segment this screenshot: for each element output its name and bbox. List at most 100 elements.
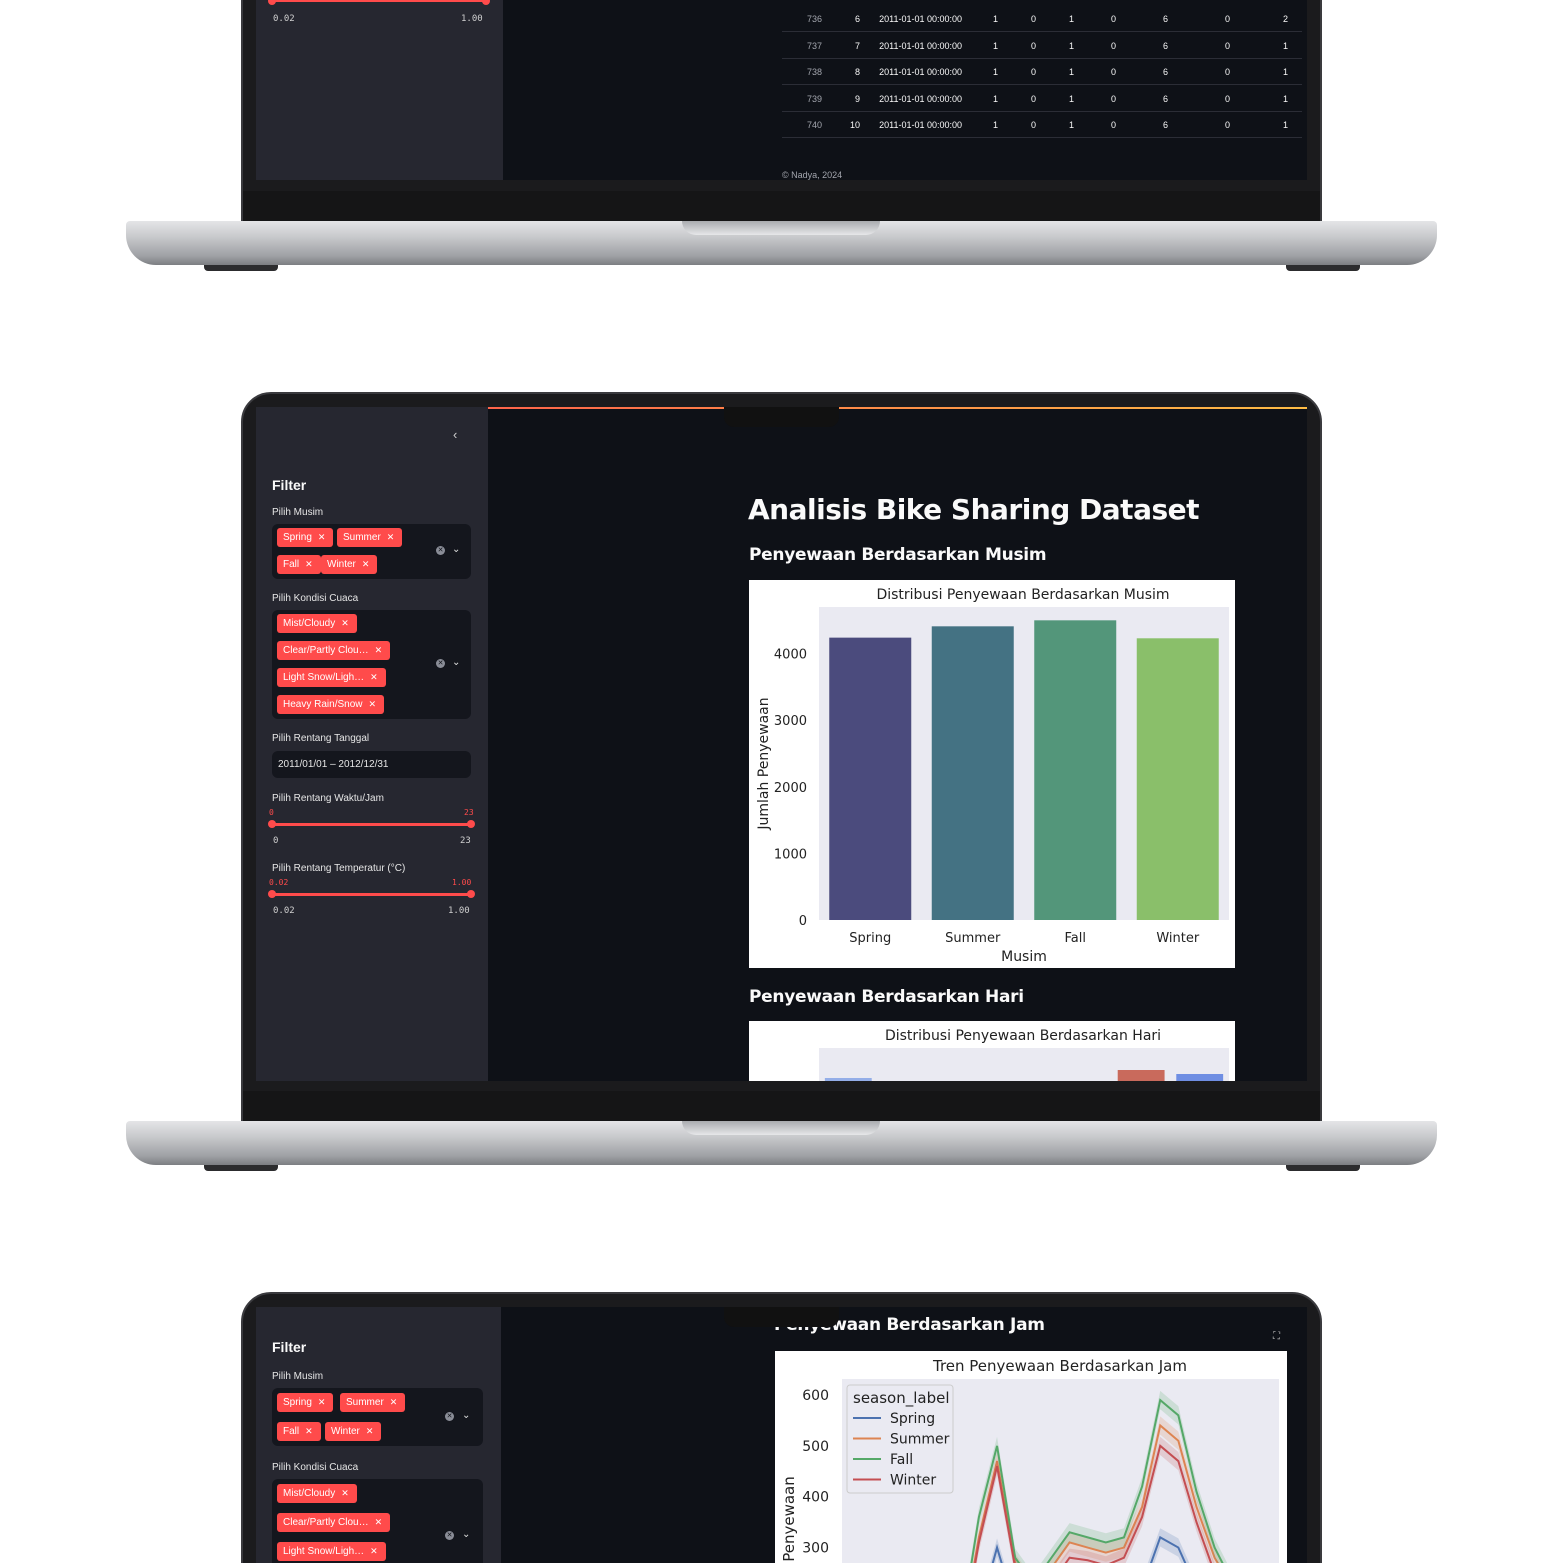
chevron-down-icon[interactable]: ⌄ [462, 1529, 471, 1540]
hour-slider-min-thumb[interactable] [268, 820, 276, 828]
date-range-input[interactable]: 2011/01/01 – 2012/12/31 [272, 751, 471, 778]
hour-selected-min: 0 [269, 808, 274, 817]
day-chart-svg: Distribusi Penyewaan Berdasarkan Hari250… [819, 1028, 1229, 1081]
tag-light-snow[interactable]: Light Snow/Ligh… ✕ [277, 1542, 386, 1561]
hour-chart-svg: Tren Penyewaan Berdasarkan Jam 300 400 500 6… [780, 1357, 1279, 1563]
tag-mist-cloudy[interactable]: Mist/Cloudy ✕ [277, 1484, 357, 1503]
table-cell: 1 [1282, 40, 1288, 51]
y-axis-label: Jumlah Penyewaan [756, 697, 772, 830]
camera-notch [724, 407, 839, 427]
x-tick-label: Winter [1156, 931, 1200, 946]
temp-slider-max-thumb[interactable] [467, 890, 475, 898]
weather-label: Pilih Kondisi Cuaca [272, 593, 359, 604]
row-index: 738 [806, 67, 822, 77]
plot-area [819, 1048, 1229, 1081]
table-cell: 0 [1110, 14, 1116, 24]
temp-slider-track[interactable] [272, 0, 486, 2]
temp-slider-min-thumb[interactable] [268, 890, 276, 898]
hour-slider-max-thumb[interactable] [467, 820, 475, 828]
table-cell: 10 [849, 120, 860, 130]
tag-winter[interactable]: Winter ✕ [321, 555, 378, 574]
temp-slider-max-thumb[interactable] [482, 0, 490, 5]
season-multiselect[interactable]: Spring ✕ Summer ✕ Fall ✕ Winter ✕ ✕ ⌄ [272, 524, 471, 579]
laptop-base-notch [682, 1121, 880, 1135]
table-cell: 0 [1224, 14, 1230, 24]
table-cell: 2011-01-01 00:00:00 [879, 67, 962, 77]
tag-mist-cloudy[interactable]: Mist/Cloudy ✕ [277, 614, 357, 633]
section-hour-heading: Penyewaan Berdasarkan Jam [774, 1315, 1045, 1335]
legend-title: season_label [853, 1389, 950, 1408]
hour-min: 0 [273, 836, 279, 846]
y-tick-label: 600 [802, 1388, 829, 1404]
clear-icon[interactable]: ✕ [445, 1531, 454, 1540]
chevron-down-icon[interactable]: ⌄ [452, 657, 461, 668]
season-label: Pilih Musim [272, 1371, 324, 1382]
weather-multiselect[interactable]: Mist/Cloudy ✕ Clear/Partly Clou… ✕ Light S… [272, 610, 471, 719]
tag-light-snow[interactable]: Light Snow/Ligh… ✕ [277, 668, 386, 687]
tag-summer[interactable]: Summer ✕ [337, 528, 403, 547]
x-tick-label: Spring [849, 931, 891, 946]
weather-label: Pilih Kondisi Cuaca [272, 1462, 359, 1473]
section-season-heading: Penyewaan Berdasarkan Musim [749, 545, 1047, 565]
camera-notch [724, 1307, 839, 1327]
section-day-heading: Penyewaan Berdasarkan Hari [749, 987, 1024, 1007]
row-index: 740 [806, 120, 822, 130]
tag-winter[interactable]: Winter ✕ [325, 1422, 382, 1441]
table-row[interactable]: 737 7 2011-01-01 00:00:00 1 0 1 0 6 0 1 [782, 33, 1302, 59]
table-cell: 0 [1110, 120, 1116, 130]
table-cell: 1 [1282, 120, 1288, 130]
table-cell: 0 [1030, 67, 1036, 77]
chevron-down-icon[interactable]: ⌄ [462, 1410, 471, 1421]
tag-fall[interactable]: Fall ✕ [277, 1422, 321, 1441]
table-cell: 0 [1030, 14, 1036, 24]
tag-clear[interactable]: Clear/Partly Clou… ✕ [277, 1513, 391, 1532]
tag-spring[interactable]: Spring ✕ [277, 528, 334, 547]
bar [1176, 1074, 1224, 1081]
tag-fall[interactable]: Fall ✕ [277, 555, 321, 574]
clear-icon[interactable]: ✕ [436, 659, 445, 668]
table-row[interactable]: 738 8 2011-01-01 00:00:00 1 0 1 0 6 0 1 [782, 59, 1302, 85]
tag-summer[interactable]: Summer ✕ [340, 1393, 406, 1412]
tag-heavy-rain[interactable]: Heavy Rain/Snow ✕ [277, 695, 385, 714]
table-cell: 2 [1282, 14, 1288, 24]
table-cell: 1 [992, 14, 998, 24]
table-cell: 0 [1224, 93, 1230, 104]
table-cell: 1 [1282, 67, 1288, 77]
laptop-screen: ‹ Filter Pilih Musim Spring ✕ Summer ✕ Fal… [256, 407, 1307, 1081]
weather-multiselect[interactable]: Mist/Cloudy ✕ Clear/Partly Clou… ✕ Light S… [272, 1479, 483, 1563]
temp-min: 0.02 [273, 906, 295, 916]
hour-slider-track[interactable] [272, 823, 471, 826]
table-cell: 1 [1068, 14, 1074, 24]
table-cell: 6 [1162, 120, 1168, 130]
y-axis-label: Penyewaan [780, 1476, 798, 1562]
season-multiselect[interactable]: Spring ✕ Summer ✕ Fall ✕ Winter ✕ ✕ ⌄ [272, 1388, 483, 1446]
sidebar: ‹ Filter Pilih Musim Spring ✕ Summer ✕ Fal… [256, 407, 488, 1081]
clear-icon[interactable]: ✕ [436, 546, 445, 555]
fullscreen-icon[interactable]: ⛶ [1273, 1331, 1280, 1342]
chart-title: Distribusi Penyewaan Berdasarkan Musim [876, 587, 1169, 603]
table-row[interactable]: 736 6 2011-01-01 00:00:00 1 0 1 0 6 0 2 [782, 6, 1302, 32]
tag-clear[interactable]: Clear/Partly Clou… ✕ [277, 641, 391, 660]
table-row[interactable]: 739 9 2011-01-01 00:00:00 1 0 1 0 6 0 1 [782, 86, 1302, 112]
temp-selected-min: 0.02 [269, 878, 289, 887]
legend-box [846, 1384, 954, 1494]
table-row[interactable]: 740 10 2011-01-01 00:00:00 1 0 1 0 6 0 1 [782, 112, 1302, 138]
bar [824, 1078, 872, 1081]
temp-slider-track[interactable] [272, 893, 471, 896]
bar [931, 626, 1014, 920]
clear-icon[interactable]: ✕ [445, 1412, 454, 1421]
tag-spring[interactable]: Spring ✕ [277, 1393, 334, 1412]
laptop-screen: 0.02 1.00 736 6 2011-01-01 00:00:00 1 0 1 0 6 0 2… [256, 0, 1307, 180]
table-cell: 8 [854, 67, 860, 77]
table-cell: 1 [1282, 93, 1288, 104]
chevron-down-icon[interactable]: ⌄ [452, 544, 461, 555]
laptop-base [126, 221, 1437, 265]
chevron-left-icon[interactable]: ‹ [453, 427, 458, 442]
laptop-foot [204, 1165, 278, 1171]
table-cell: 7 [854, 40, 860, 51]
temp-slider-min-thumb[interactable] [268, 0, 276, 5]
laptop-base [126, 1121, 1437, 1165]
table-cell: 1 [992, 93, 998, 104]
laptop-foot [1286, 1165, 1360, 1171]
